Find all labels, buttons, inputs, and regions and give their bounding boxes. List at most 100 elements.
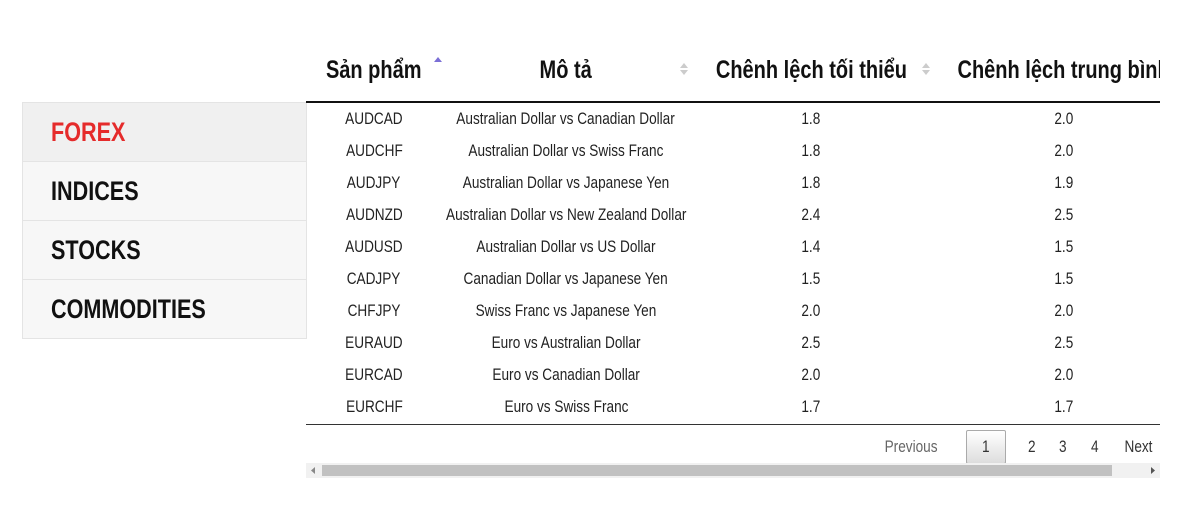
table-cell: 2.0	[690, 359, 932, 391]
header-label: Sản phẩm	[326, 56, 422, 84]
cell-text: 2.5	[1054, 205, 1074, 224]
cell-text: EURCHF	[345, 397, 403, 416]
page-number: 3	[1059, 437, 1067, 456]
table-cell: Swiss Franc vs Japanese Yen	[442, 295, 690, 327]
table-row: AUDJPY Australian Dollar vs Japanese Yen 1…	[306, 167, 1160, 199]
header-label: Chênh lệch tối thiểu	[715, 56, 907, 84]
page-number: 1	[981, 437, 990, 456]
cell-text: 2.0	[801, 301, 821, 320]
table-cell: 2.5	[932, 199, 1160, 231]
table-cell: 2.0	[932, 295, 1160, 327]
cell-text: 1.8	[801, 141, 821, 160]
cell-text: Swiss Franc vs Japanese Yen	[475, 301, 657, 320]
page-button[interactable]: 4	[1079, 431, 1110, 463]
column-header[interactable]: Chênh lệch trung bình	[932, 40, 1160, 101]
sort-icon	[434, 57, 442, 62]
cell-text: 1.5	[1054, 237, 1074, 256]
cell-text: 1.4	[801, 237, 821, 256]
page-button[interactable]: 1	[965, 430, 1006, 464]
table-cell: 2.0	[932, 103, 1160, 135]
column-header[interactable]: Chênh lệch tối thiểu	[690, 40, 932, 101]
page-button[interactable]: 2	[1016, 431, 1047, 463]
sidebar-label: FOREX	[51, 116, 126, 147]
cell-text: Euro vs Australian Dollar	[491, 333, 641, 352]
column-header[interactable]: Sản phẩm	[306, 40, 442, 101]
cell-text: EURAUD	[345, 333, 403, 352]
horizontal-scrollbar[interactable]	[306, 463, 1160, 478]
table-cell: 2.4	[690, 199, 932, 231]
sidebar-item[interactable]: INDICES	[23, 162, 306, 221]
table-row: AUDUSD Australian Dollar vs US Dollar 1.4 1…	[306, 231, 1160, 263]
table-cell: 1.7	[932, 391, 1160, 423]
cell-text: 1.9	[1054, 173, 1074, 192]
scroll-arrows	[311, 467, 1155, 474]
spread-table: Sản phẩm Mô tả Chênh lệch tối thiểu Chênh l…	[306, 40, 1160, 423]
table-cell: 1.8	[690, 135, 932, 167]
sidebar: FOREX INDICES STOCKS COMMODITIES	[22, 102, 307, 339]
sort-icon	[922, 63, 930, 75]
header-label: Mô tả	[539, 56, 593, 84]
table-cell: 2.0	[932, 135, 1160, 167]
sidebar-item[interactable]: FOREX	[23, 103, 306, 162]
table-cell: Australian Dollar vs New Zealand Dollar	[442, 199, 690, 231]
table-cell: Australian Dollar vs Japanese Yen	[442, 167, 690, 199]
table-cell: EURCAD	[306, 359, 442, 391]
table-cell: Australian Dollar vs US Dollar	[442, 231, 690, 263]
cell-text: CHFJPY	[347, 301, 401, 320]
cell-text: AUDCHF	[345, 141, 403, 160]
sort-icon	[680, 63, 688, 75]
cell-text: Australian Dollar vs US Dollar	[476, 237, 656, 256]
header-row: Sản phẩm Mô tả Chênh lệch tối thiểu Chênh l…	[306, 40, 1160, 103]
sidebar-label: INDICES	[51, 175, 139, 206]
table-viewport: Sản phẩm Mô tả Chênh lệch tối thiểu Chênh l…	[306, 40, 1160, 425]
cell-text: 2.4	[801, 205, 821, 224]
table-cell: AUDJPY	[306, 167, 442, 199]
page-number: 4	[1090, 437, 1099, 456]
table-cell: 1.8	[690, 103, 932, 135]
table-cell: AUDCAD	[306, 103, 442, 135]
cell-text: 1.5	[801, 269, 821, 288]
sidebar-label: COMMODITIES	[51, 293, 206, 324]
sidebar-item[interactable]: COMMODITIES	[23, 280, 306, 339]
cell-text: EURCAD	[345, 365, 403, 384]
column-header[interactable]: Mô tả	[442, 40, 690, 101]
table-cell: 2.0	[932, 359, 1160, 391]
cell-text: AUDNZD	[345, 205, 403, 224]
table-cell: Euro vs Australian Dollar	[442, 327, 690, 359]
cell-text: AUDUSD	[345, 237, 403, 256]
table-row: CHFJPY Swiss Franc vs Japanese Yen 2.0 2.0	[306, 295, 1160, 327]
cell-text: AUDCAD	[345, 109, 403, 128]
table-cell: EURAUD	[306, 327, 442, 359]
previous-button[interactable]: Previous	[867, 431, 955, 463]
table-row: AUDNZD Australian Dollar vs New Zealand D…	[306, 199, 1160, 231]
table-cell: Euro vs Swiss Franc	[442, 391, 690, 423]
next-button[interactable]: Next	[1110, 431, 1160, 463]
table-cell: Euro vs Canadian Dollar	[442, 359, 690, 391]
table-cell: Australian Dollar vs Canadian Dollar	[442, 103, 690, 135]
table-cell: Australian Dollar vs Swiss Franc	[442, 135, 690, 167]
cell-text: Australian Dollar vs New Zealand Dollar	[445, 205, 687, 224]
page-button[interactable]: 3	[1047, 431, 1078, 463]
cell-text: Australian Dollar vs Canadian Dollar	[456, 109, 676, 128]
cell-text: 2.0	[1054, 365, 1074, 384]
table-row: EURAUD Euro vs Australian Dollar 2.5 2.5	[306, 327, 1160, 359]
table-cell: 1.5	[932, 263, 1160, 295]
table-cell: Canadian Dollar vs Japanese Yen	[442, 263, 690, 295]
table-row: EURCHF Euro vs Swiss Franc 1.7 1.7	[306, 391, 1160, 423]
sidebar-item[interactable]: STOCKS	[23, 221, 306, 280]
table-cell: 1.7	[690, 391, 932, 423]
cell-text: Canadian Dollar vs Japanese Yen	[463, 269, 669, 288]
cell-text: Euro vs Swiss Franc	[504, 397, 628, 416]
previous-label: Previous	[885, 437, 939, 456]
cell-text: 2.0	[801, 365, 821, 384]
cell-text: Australian Dollar vs Swiss Franc	[468, 141, 664, 160]
cell-text: Euro vs Canadian Dollar	[492, 365, 640, 384]
table-cell: EURCHF	[306, 391, 442, 423]
page-number: 2	[1027, 437, 1036, 456]
cell-text: Australian Dollar vs Japanese Yen	[462, 173, 670, 192]
table-cell: CADJPY	[306, 263, 442, 295]
table-cell: AUDNZD	[306, 199, 442, 231]
scroll-thumb[interactable]	[322, 465, 1112, 476]
table-cell: 1.5	[932, 231, 1160, 263]
